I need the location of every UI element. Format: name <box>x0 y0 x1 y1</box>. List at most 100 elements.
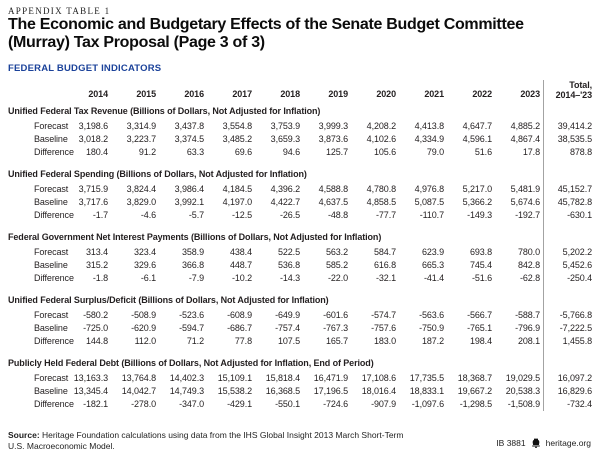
value-cell: 3,715.9 <box>78 184 108 194</box>
value-cell: -508.9 <box>131 310 156 320</box>
value-cell: 4,588.8 <box>318 184 348 194</box>
value-cell: -41.4 <box>423 273 444 283</box>
value-cell: 17,196.5 <box>313 386 348 396</box>
table-row: Difference -182.1 -278.0 -347.0 -429.1 -550.1… <box>8 398 592 411</box>
table-row: Difference -1.7 -4.6 -5.7 -12.5 -26.5 -48.8 -77… <box>8 209 592 222</box>
row-label: Difference <box>34 147 74 157</box>
section-title: Federal Government Net Interest Payments… <box>8 232 382 242</box>
value-cell: -620.9 <box>131 323 156 333</box>
table-row: Difference 180.4 91.2 63.3 69.6 94.6 125.7 105.… <box>8 146 592 159</box>
value-cell: 4,885.2 <box>510 121 540 131</box>
section-title: Unified Federal Surplus/Deficit (Billion… <box>8 295 329 305</box>
value-cell: -192.7 <box>515 210 540 220</box>
year-header: 2017 <box>232 89 252 99</box>
value-cell: 4,976.8 <box>414 184 444 194</box>
year-header: 2023 <box>520 89 540 99</box>
total-cell: -7,222.5 <box>559 323 592 333</box>
value-cell: 165.7 <box>325 336 348 346</box>
value-cell: 438.4 <box>229 247 252 257</box>
value-cell: -182.1 <box>83 399 108 409</box>
row-label: Baseline <box>34 386 68 396</box>
year-header: 2014 <box>88 89 108 99</box>
value-cell: -26.5 <box>279 210 300 220</box>
value-cell: 5,217.0 <box>462 184 492 194</box>
value-cell: 3,437.8 <box>174 121 204 131</box>
value-cell: 3,314.9 <box>126 121 156 131</box>
value-cell: -1,508.9 <box>507 399 540 409</box>
value-cell: 16,471.9 <box>313 373 348 383</box>
value-cell: 15,818.4 <box>265 373 300 383</box>
value-cell: 563.2 <box>325 247 348 257</box>
total-cell: 1,455.8 <box>562 336 592 346</box>
title-line-2: (Murray) Tax Proposal (Page 3 of 3) <box>8 34 265 52</box>
value-cell: 77.8 <box>234 336 252 346</box>
total-cell: 38,535.5 <box>557 134 592 144</box>
row-label: Forecast <box>34 247 69 257</box>
total-cell: 45,782.8 <box>557 197 592 207</box>
value-cell: 17.8 <box>522 147 540 157</box>
value-cell: -686.7 <box>227 323 252 333</box>
table-row: Baseline 13,345.4 14,042.7 14,749.3 15,538.2… <box>8 385 592 398</box>
value-cell: -1.8 <box>92 273 108 283</box>
table-row: Difference -1.8 -6.1 -7.9 -10.2 -14.3 -22.0 -32… <box>8 272 592 285</box>
value-cell: 91.2 <box>138 147 156 157</box>
total-cell: 878.8 <box>569 147 592 157</box>
value-cell: -278.0 <box>131 399 156 409</box>
value-cell: -6.1 <box>140 273 156 283</box>
value-cell: 745.4 <box>469 260 492 270</box>
value-cell: 366.8 <box>181 260 204 270</box>
value-cell: -608.9 <box>227 310 252 320</box>
value-cell: 3,873.6 <box>318 134 348 144</box>
value-cell: 15,109.1 <box>217 373 252 383</box>
value-cell: -907.9 <box>371 399 396 409</box>
page-title: The Economic and Budgetary Effects of th… <box>8 16 524 52</box>
value-cell: 4,184.5 <box>222 184 252 194</box>
table-row: Baseline 3,018.2 3,223.7 3,374.5 3,485.2 3,65… <box>8 133 592 146</box>
value-cell: 584.7 <box>373 247 396 257</box>
value-cell: 112.0 <box>134 336 156 346</box>
row-label: Difference <box>34 399 74 409</box>
value-cell: 4,596.1 <box>462 134 492 144</box>
value-cell: 4,396.2 <box>270 184 300 194</box>
source-label: Source: <box>8 430 40 440</box>
value-cell: 4,334.9 <box>414 134 444 144</box>
value-cell: 5,674.6 <box>510 197 540 207</box>
value-cell: 3,992.1 <box>174 197 204 207</box>
value-cell: 144.8 <box>85 336 108 346</box>
source-text-line1: Source: Heritage Foundation calculations… <box>8 430 404 440</box>
section-title: Unified Federal Tax Revenue (Billions of… <box>8 106 321 116</box>
value-cell: -51.6 <box>471 273 492 283</box>
total-cell: 16,097.2 <box>557 373 592 383</box>
value-cell: -765.1 <box>467 323 492 333</box>
value-cell: 4,102.6 <box>366 134 396 144</box>
value-cell: 14,042.7 <box>121 386 156 396</box>
value-cell: 94.6 <box>282 147 300 157</box>
year-header: 2016 <box>184 89 204 99</box>
value-cell: 13,764.8 <box>121 373 156 383</box>
value-cell: 18,833.1 <box>409 386 444 396</box>
heritage-bell-icon <box>531 438 540 448</box>
value-cell: 63.3 <box>186 147 204 157</box>
total-cell: -732.4 <box>567 399 592 409</box>
value-cell: 329.6 <box>133 260 156 270</box>
value-cell: 3,198.6 <box>78 121 108 131</box>
value-cell: -4.6 <box>140 210 156 220</box>
row-label: Difference <box>34 273 74 283</box>
table-row: Forecast 13,163.3 13,764.8 14,402.3 15,109.1… <box>8 372 592 385</box>
value-cell: 3,554.8 <box>222 121 252 131</box>
value-cell: 180.4 <box>85 147 108 157</box>
value-cell: -724.6 <box>323 399 348 409</box>
value-cell: 323.4 <box>133 247 156 257</box>
table-header-row: 2014 2015 2016 2017 2018 2019 2020 2021 2022 2023… <box>8 80 592 101</box>
year-header: 2021 <box>424 89 444 99</box>
value-cell: -725.0 <box>83 323 108 333</box>
title-line-1: The Economic and Budgetary Effects of th… <box>8 16 524 33</box>
value-cell: 4,647.7 <box>462 121 492 131</box>
table-row: Baseline 3,717.6 3,829.0 3,992.1 4,197.0 4,42… <box>8 196 592 209</box>
row-label: Baseline <box>34 197 68 207</box>
total-cell: 45,152.7 <box>557 184 592 194</box>
total-cell: 5,202.2 <box>562 247 592 257</box>
value-cell: 842.8 <box>517 260 540 270</box>
table-row: Difference 144.8 112.0 71.2 77.8 107.5 165.7 18… <box>8 335 592 348</box>
value-cell: -77.7 <box>375 210 396 220</box>
